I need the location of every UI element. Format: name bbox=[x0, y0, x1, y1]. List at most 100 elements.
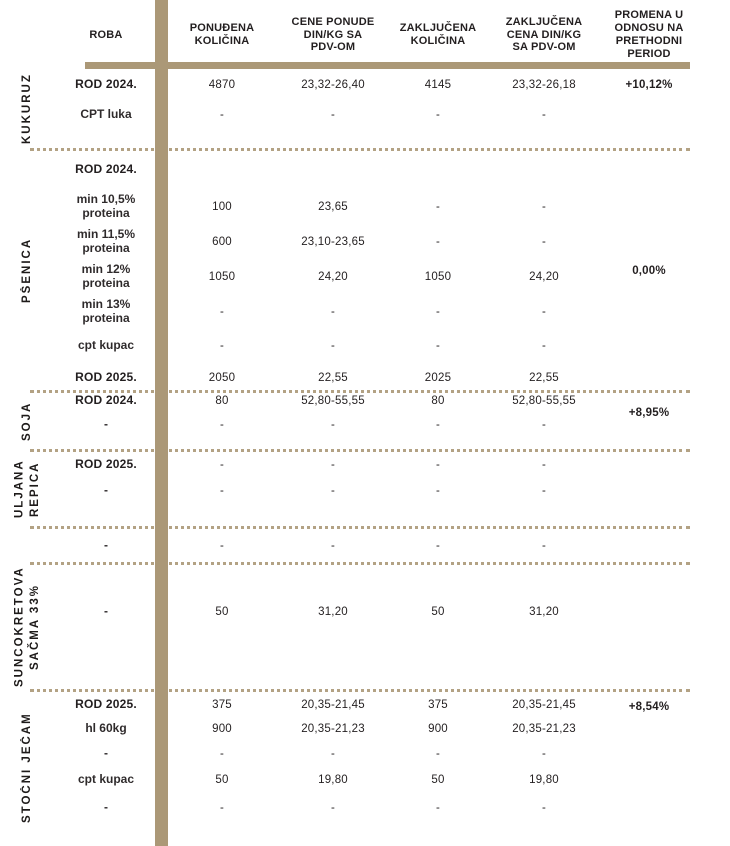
cell-zakljucena-kolicina: - bbox=[435, 539, 441, 552]
cell-cene-ponude: - bbox=[330, 459, 336, 471]
column-header-promena: PROMENA U ODNOSU NA PRETHODNI PERIOD bbox=[614, 9, 684, 60]
commodity-name-label: PŠENICA bbox=[21, 237, 34, 304]
commodity-group: SUNCOKRETOVA SAČMA 33% - 50 31,20 50 31,20 bbox=[0, 565, 730, 689]
cell-zakljucena-cena: - bbox=[541, 200, 547, 213]
table-row: cpt kupac 50 19,80 50 19,80 bbox=[0, 768, 730, 792]
cell-cene-ponude: 20,35-21,23 bbox=[301, 723, 365, 735]
table-row: ----- bbox=[0, 529, 730, 562]
cell-cene-ponude: - bbox=[330, 539, 336, 552]
cell-zakljucena-kolicina: - bbox=[435, 200, 441, 213]
cell-ponudjena-kolicina: - bbox=[219, 485, 225, 497]
cell-cene-ponude: 19,80 bbox=[318, 774, 348, 786]
cell-zakljucena-kolicina: - bbox=[435, 419, 441, 431]
cell-zakljucena-cena: 23,32-26,18 bbox=[512, 79, 576, 91]
table-row: ROD 2024. 4870 23,32-26,40 4145 23,32-26,18 bbox=[0, 70, 730, 100]
row-label: - bbox=[104, 537, 108, 552]
table-row: ----- bbox=[0, 478, 730, 504]
table-row: ROD 2024. 80 52,80-55,55 80 52,80-55,55 bbox=[0, 393, 730, 409]
row-label: CPT luka bbox=[80, 107, 132, 122]
cell-zakljucena-kolicina: 4145 bbox=[424, 79, 452, 91]
row-label: ROD 2024. bbox=[75, 161, 137, 176]
change-percentage-value: +10,12% bbox=[625, 79, 673, 91]
cell-cene-ponude: - bbox=[330, 485, 336, 497]
table-row: cpt kupac - - - - bbox=[0, 329, 730, 362]
table-row: min 11,5% proteina 600 23,10-23,65 - - bbox=[0, 225, 730, 259]
commodity-group: SOJA ROD 2024. 80 52,80-55,55 80 52,80-55,55 -… bbox=[0, 393, 730, 449]
cell-zakljucena-cena: 52,80-55,55 bbox=[512, 395, 576, 407]
column-header-ponudjena-kolicina: PONUĐENA KOLIČINA bbox=[189, 22, 255, 47]
commodity-group: PŠENICA ROD 2024. min 10,5% proteina 100 23,… bbox=[0, 151, 730, 390]
group-separator-dotted-line bbox=[30, 526, 690, 529]
cell-ponudjena-kolicina: - bbox=[219, 419, 225, 431]
cell-zakljucena-kolicina: - bbox=[435, 306, 441, 318]
cell-zakljucena-kolicina: - bbox=[435, 109, 441, 121]
commodity-group: KUKURUZ ROD 2024. 4870 23,32-26,40 4145 23,32… bbox=[0, 70, 730, 148]
cell-zakljucena-kolicina: 80 bbox=[431, 395, 445, 407]
cell-ponudjena-kolicina: 50 bbox=[215, 606, 229, 618]
commodity-name-label: SOJA bbox=[21, 401, 34, 441]
table-row: CPT luka - - - - bbox=[0, 100, 730, 130]
cell-cene-ponude: 22,55 bbox=[318, 372, 348, 384]
cell-cene-ponude: 23,32-26,40 bbox=[301, 79, 365, 91]
row-label: min 10,5% proteina bbox=[76, 191, 136, 220]
column-header-zakljucena-cena: ZAKLJUČENA CENA DIN/KG SA PDV-OM bbox=[505, 15, 583, 54]
cell-zakljucena-kolicina: - bbox=[435, 339, 441, 352]
row-label: hl 60kg bbox=[85, 721, 127, 736]
cell-ponudjena-kolicina: - bbox=[219, 306, 225, 318]
cell-zakljucena-kolicina: 50 bbox=[431, 774, 445, 786]
cell-ponudjena-kolicina: 900 bbox=[212, 723, 232, 735]
column-header-roba: ROBA bbox=[89, 28, 123, 41]
change-percentage-value: +8,95% bbox=[628, 407, 670, 419]
cell-ponudjena-kolicina: 2050 bbox=[208, 372, 236, 384]
commodity-name-label: STOČNI JEČAM bbox=[21, 712, 34, 823]
table-row: ROD 2024. bbox=[0, 151, 730, 188]
cell-zakljucena-kolicina: 1050 bbox=[424, 271, 452, 283]
cell-cene-ponude: - bbox=[330, 339, 336, 352]
cell-zakljucena-cena: 19,80 bbox=[529, 774, 559, 786]
group-separator-dotted-line bbox=[30, 449, 690, 452]
column-header-cene-ponude: CENE PONUDE DIN/KG SA PDV-OM bbox=[291, 15, 375, 54]
cell-zakljucena-cena: - bbox=[541, 802, 547, 814]
cell-zakljucena-cena: 31,20 bbox=[529, 606, 559, 618]
cell-zakljucena-kolicina: 2025 bbox=[424, 372, 452, 384]
row-label: ROD 2024. bbox=[75, 77, 137, 92]
group-separator-dotted-line bbox=[30, 689, 690, 692]
cell-ponudjena-kolicina: 1050 bbox=[208, 271, 236, 283]
cell-zakljucena-cena: - bbox=[541, 306, 547, 318]
cell-zakljucena-cena: 20,35-21,23 bbox=[512, 723, 576, 735]
row-label: cpt kupac bbox=[77, 772, 134, 787]
header-underline bbox=[85, 62, 690, 69]
cell-zakljucena-kolicina: - bbox=[435, 748, 441, 760]
table-body: KUKURUZ ROD 2024. 4870 23,32-26,40 4145 23,32… bbox=[0, 70, 730, 843]
cell-zakljucena-cena: - bbox=[541, 748, 547, 760]
row-label: - bbox=[104, 604, 108, 619]
group-separator-dotted-line bbox=[30, 390, 690, 393]
cell-zakljucena-cena: - bbox=[541, 539, 547, 552]
cell-zakljucena-cena: 20,35-21,45 bbox=[512, 699, 576, 711]
table-header-row: ROBA PONUĐENA KOLIČINA CENE PONUDE DIN/K… bbox=[0, 0, 730, 70]
row-label: - bbox=[104, 483, 108, 498]
cell-cene-ponude: - bbox=[330, 306, 336, 318]
cell-cene-ponude: 31,20 bbox=[318, 606, 348, 618]
cell-ponudjena-kolicina: 375 bbox=[212, 699, 232, 711]
commodity-name-label: ULJANA REPICA bbox=[13, 459, 41, 519]
group-separator-dotted-line bbox=[30, 562, 690, 565]
cell-zakljucena-kolicina: - bbox=[435, 236, 441, 248]
row-label: - bbox=[104, 800, 108, 815]
cell-ponudjena-kolicina: 4870 bbox=[208, 79, 236, 91]
row-label: ROD 2024. bbox=[75, 393, 137, 408]
cell-zakljucena-kolicina: - bbox=[435, 802, 441, 814]
row-label: ROD 2025. bbox=[75, 697, 137, 712]
table-row: - 50 31,20 50 31,20 bbox=[0, 579, 730, 645]
table-row: ----- bbox=[0, 792, 730, 824]
cell-zakljucena-kolicina: 900 bbox=[428, 723, 448, 735]
commodity-name-label: KUKURUZ bbox=[21, 73, 34, 145]
cell-cene-ponude: - bbox=[330, 419, 336, 431]
row-label: ROD 2025. bbox=[75, 370, 137, 385]
commodity-group: ----- bbox=[0, 529, 730, 562]
cell-zakljucena-cena: - bbox=[541, 419, 547, 431]
table-row: ROD 2025. - - - - bbox=[0, 452, 730, 478]
cell-ponudjena-kolicina: - bbox=[219, 748, 225, 760]
table-row: ----- bbox=[0, 740, 730, 768]
